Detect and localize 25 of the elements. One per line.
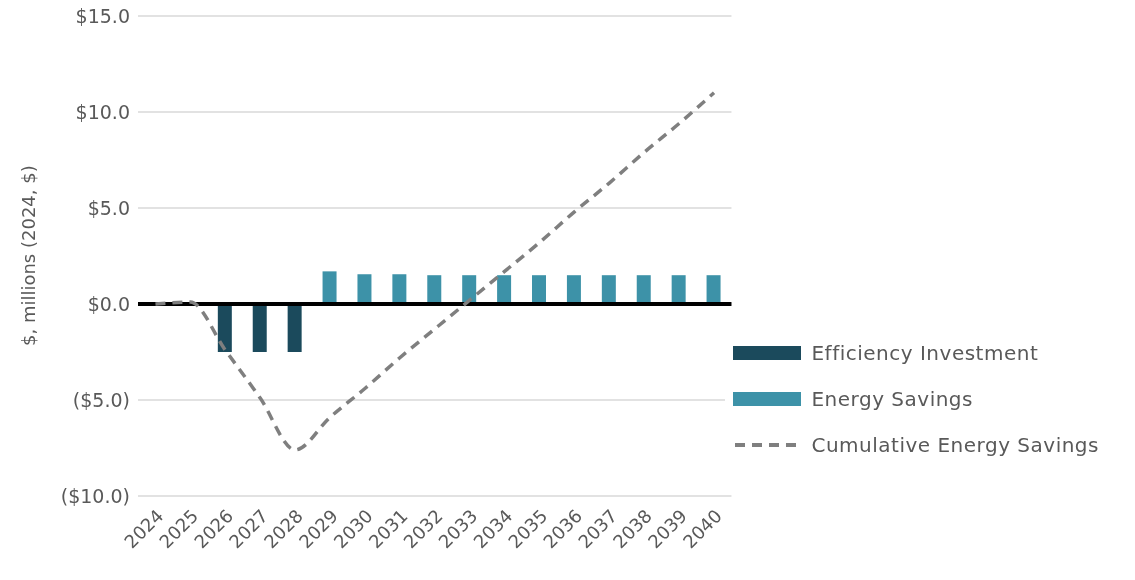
legend-label: Efficiency Investment	[811, 341, 1039, 365]
bar	[601, 275, 616, 304]
bar	[636, 275, 651, 304]
y-tick-label: ($5.0)	[72, 388, 130, 411]
legend-label: Cumulative Energy Savings	[811, 433, 1099, 457]
bar	[322, 271, 337, 304]
y-tick-label: $15.0	[75, 4, 130, 27]
bar	[252, 304, 267, 352]
bar	[566, 275, 581, 304]
bar	[532, 275, 547, 304]
bar	[287, 304, 302, 352]
bar	[217, 304, 232, 352]
bar	[671, 275, 686, 304]
bar	[357, 274, 372, 304]
line-series	[153, 91, 716, 452]
bar	[706, 275, 721, 304]
bar	[427, 275, 442, 304]
y-tick-label: $5.0	[87, 196, 130, 219]
bar	[497, 275, 512, 304]
legend-label: Energy Savings	[811, 387, 973, 411]
y-tick-label: $0.0	[87, 292, 130, 315]
y-tick-label: $10.0	[75, 100, 130, 123]
y-axis-title: $, millions (2024, $)	[18, 165, 40, 346]
bar	[392, 274, 407, 304]
y-tick-label: ($10.0)	[60, 484, 130, 507]
